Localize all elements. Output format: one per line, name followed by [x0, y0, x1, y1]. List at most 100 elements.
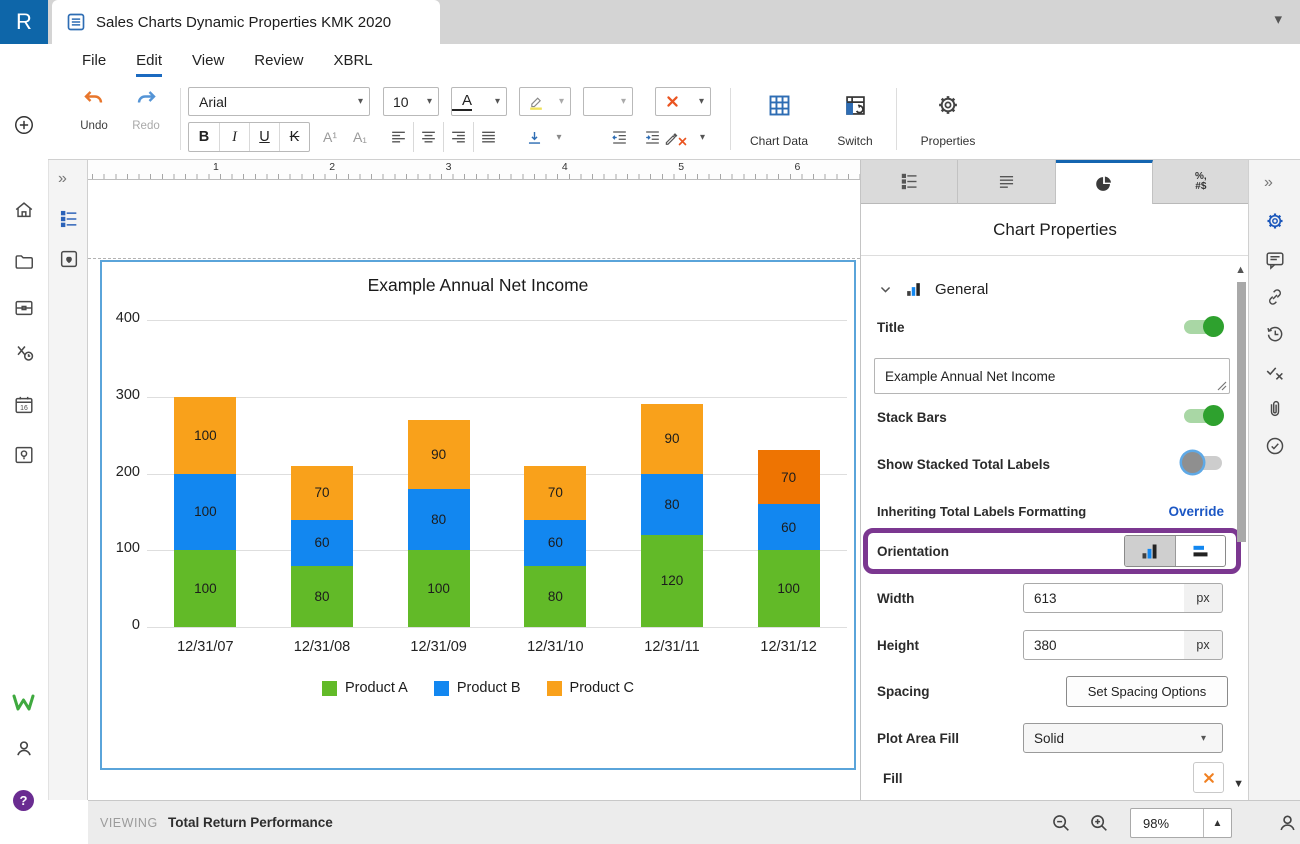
approvals-check-icon[interactable]: [1264, 435, 1286, 457]
bar-12/31/09[interactable]: 100 80 90: [407, 419, 470, 627]
bar-12/31/08[interactable]: 80 60 70: [291, 465, 353, 627]
collapse-panel-icon[interactable]: »: [1264, 174, 1273, 191]
attachments-paperclip-icon[interactable]: [1264, 398, 1286, 420]
settings-gear-icon[interactable]: [1264, 210, 1286, 232]
vertical-align-caret-icon[interactable]: ▾: [556, 131, 562, 143]
menu-edit[interactable]: Edit: [136, 52, 163, 77]
panel-scroll-up-icon[interactable]: ▲: [1235, 264, 1246, 276]
vertical-align-button[interactable]: [519, 122, 549, 152]
font-color-button[interactable]: A ▾: [451, 87, 507, 116]
strikethrough-button[interactable]: K: [279, 123, 309, 151]
menu-file[interactable]: File: [82, 52, 107, 69]
panel-scroll-down-icon[interactable]: ▼: [1233, 778, 1244, 790]
superscript-button[interactable]: A¹: [323, 129, 337, 145]
bar-segment-product-a[interactable]: 80: [291, 565, 353, 627]
account-icon[interactable]: [13, 737, 35, 759]
tab-text-properties[interactable]: [958, 160, 1056, 204]
outline-tree-icon[interactable]: [58, 208, 80, 230]
highlight-color-button[interactable]: ▾: [519, 87, 571, 116]
calendar-16-icon[interactable]: [13, 394, 35, 416]
bar-12/31/12[interactable]: 100 60 70: [757, 450, 820, 627]
files-folder-icon[interactable]: [13, 251, 35, 273]
bar-segment-product-a[interactable]: 80: [524, 565, 587, 627]
workiva-logo-icon[interactable]: [11, 692, 37, 714]
bar-segment-product-c[interactable]: 90: [641, 404, 703, 474]
menu-review[interactable]: Review: [254, 52, 304, 69]
title-toggle[interactable]: [1184, 316, 1224, 337]
formula-history-icon[interactable]: [13, 341, 35, 363]
presence-person-icon[interactable]: [1276, 811, 1299, 834]
document-tab[interactable]: Sales Charts Dynamic Properties KMK 2020: [52, 0, 440, 44]
redo-button[interactable]: [124, 86, 168, 112]
menu-view[interactable]: View: [192, 52, 225, 69]
set-spacing-options-button[interactable]: Set Spacing Options: [1066, 676, 1228, 707]
review-checkx-icon[interactable]: [1264, 361, 1286, 383]
switch-button[interactable]: Switch: [823, 88, 887, 154]
decrease-indent-button[interactable]: [604, 122, 634, 152]
archive-box-icon[interactable]: [13, 297, 35, 319]
width-input[interactable]: [1023, 583, 1185, 613]
bar-segment-product-b[interactable]: 60: [291, 519, 353, 566]
bar-segment-product-c[interactable]: 70: [757, 450, 820, 505]
chart-title-input[interactable]: [883, 360, 1213, 392]
app-logo[interactable]: R: [0, 0, 48, 44]
panel-scrollbar-thumb[interactable]: [1237, 282, 1246, 542]
tab-outline-properties[interactable]: [861, 160, 959, 204]
clear-fill-button[interactable]: ▾: [655, 87, 711, 116]
subscript-button[interactable]: A₁: [352, 129, 368, 145]
comments-icon[interactable]: [1264, 249, 1286, 271]
chart-object[interactable]: Example Annual Net Income 100 100 100 80 60 7…: [100, 260, 856, 770]
tab-chart-properties[interactable]: [1055, 160, 1153, 204]
collapse-outline-icon[interactable]: »: [58, 170, 67, 187]
underline-button[interactable]: U: [249, 123, 279, 151]
bar-segment-product-c[interactable]: 90: [407, 419, 470, 489]
bar-segment-product-b[interactable]: 100: [174, 473, 237, 551]
bar-segment-product-c[interactable]: 100: [174, 396, 237, 474]
undo-button[interactable]: [72, 86, 116, 112]
italic-button[interactable]: I: [219, 123, 249, 151]
show-stacked-total-labels-toggle[interactable]: [1182, 452, 1222, 473]
general-section-header[interactable]: General: [879, 280, 988, 299]
chart-data-button[interactable]: Chart Data: [743, 88, 815, 154]
bar-segment-product-c[interactable]: 70: [291, 465, 353, 520]
bar-segment-product-a[interactable]: 100: [757, 550, 820, 627]
create-new-icon[interactable]: [13, 114, 35, 136]
stack-bars-toggle[interactable]: [1184, 405, 1224, 426]
bar-12/31/07[interactable]: 100 100 100: [174, 396, 237, 627]
align-right-button[interactable]: [443, 122, 473, 152]
bar-segment-product-b[interactable]: 80: [407, 488, 470, 551]
bold-button[interactable]: B: [198, 129, 210, 145]
orientation-horizontal-button[interactable]: [1174, 536, 1226, 566]
history-icon[interactable]: [1264, 323, 1286, 345]
width-unit-button[interactable]: px: [1184, 583, 1223, 613]
align-left-button[interactable]: [383, 122, 413, 152]
font-size-select[interactable]: 10 ▾: [383, 87, 439, 116]
align-justify-button[interactable]: [473, 122, 503, 152]
bar-segment-product-a[interactable]: 100: [407, 550, 470, 627]
height-input[interactable]: [1023, 630, 1185, 660]
bar-12/31/11[interactable]: 120 80 90: [641, 404, 703, 627]
home-icon[interactable]: [13, 199, 35, 221]
plot-area-fill-select[interactable]: Solid ▾: [1023, 723, 1223, 753]
bar-12/31/10[interactable]: 80 60 70: [524, 465, 587, 627]
zoom-level-spinner[interactable]: ▲: [1203, 809, 1231, 837]
properties-button[interactable]: Properties: [910, 88, 986, 154]
ideas-box-icon[interactable]: [13, 444, 35, 466]
tab-number-formatting[interactable]: %, #$: [1152, 160, 1249, 204]
zoom-in-icon[interactable]: [1088, 812, 1110, 834]
zoom-out-icon[interactable]: [1050, 812, 1072, 834]
bar-segment-product-a[interactable]: 120: [641, 534, 703, 627]
bookmark-heart-icon[interactable]: [58, 248, 80, 270]
menu-xbrl[interactable]: XBRL: [333, 52, 373, 69]
zoom-level-input[interactable]: [1131, 809, 1203, 837]
bar-segment-product-b[interactable]: 60: [757, 504, 820, 551]
border-style-button[interactable]: ▾: [583, 87, 633, 116]
bar-segment-product-b[interactable]: 60: [524, 519, 587, 566]
resize-handle-icon[interactable]: [1217, 381, 1227, 391]
height-unit-button[interactable]: px: [1184, 630, 1223, 660]
bar-segment-product-a[interactable]: 100: [174, 550, 237, 627]
override-link[interactable]: Override: [1168, 504, 1224, 519]
bar-segment-product-c[interactable]: 70: [524, 465, 587, 520]
help-icon[interactable]: ?: [13, 790, 34, 811]
